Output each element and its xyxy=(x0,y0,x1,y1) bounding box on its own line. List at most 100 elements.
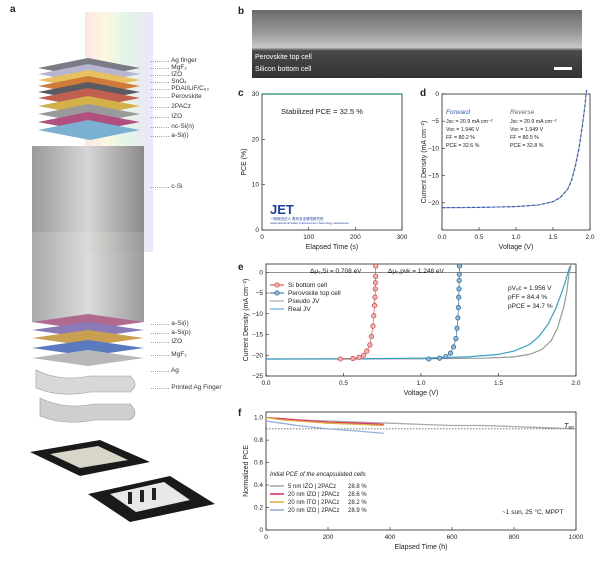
c-si-block xyxy=(32,146,144,232)
legend-label: Real JV xyxy=(288,306,311,313)
si-data-point xyxy=(370,323,376,329)
forward-jv-curve xyxy=(441,90,588,209)
panel-letter-d: d xyxy=(420,88,427,99)
x-tick-label: 0 xyxy=(260,234,264,241)
y-tick-label: 0 xyxy=(259,269,263,276)
pvk-data-point xyxy=(456,278,462,284)
y-tick-label: −15 xyxy=(428,173,439,180)
chart-stability: 0 200 400 600 800 1000 0 0.2 0.4 0.6 0.8 1.0 Elapsed… xyxy=(243,411,584,551)
pseudo-jv-curve xyxy=(266,263,572,360)
real-jv-curve xyxy=(265,265,571,360)
x-tick-label: 100 xyxy=(303,234,314,241)
si-data-point xyxy=(371,302,378,309)
forward-param: Voc = 1.946 V xyxy=(446,127,480,133)
si-data-point xyxy=(361,352,367,358)
y-axis-label: Current Density (mA cm⁻²) xyxy=(421,121,428,204)
y-axis-label: PCE (%) xyxy=(241,148,248,175)
x-tick-label: 0.0 xyxy=(261,380,270,387)
jet-logo-subtext2: Japan Electrical Safety & Environment Te… xyxy=(270,221,349,225)
chart-pseudo-jv: 0.0 0.5 1.0 1.5 2.0 0 −5 −10 −15 −20 −25 Voltage (V… xyxy=(243,263,581,397)
stack-label: ……… IZO xyxy=(150,338,183,345)
x-axis-label: Voltage (V) xyxy=(499,244,534,251)
stability-series xyxy=(265,416,384,426)
forward-param: PCE = 32.6 % xyxy=(446,143,480,149)
stack-label: ……… MgF₂ xyxy=(150,64,187,71)
y-tick-label: −20 xyxy=(428,200,439,207)
stack-label: ……… Ag finger xyxy=(150,57,197,64)
legend-label: Pseudo JV xyxy=(288,298,320,305)
y-tick-label: −10 xyxy=(252,311,263,318)
y-tick-label: −5 xyxy=(256,290,264,297)
legend-marker xyxy=(274,282,280,288)
y-tick-label: 30 xyxy=(252,91,260,98)
si-data-point xyxy=(372,280,378,286)
stability-series xyxy=(265,420,384,435)
jet-logo-text: JET xyxy=(270,202,294,217)
y-tick-label: 0.6 xyxy=(254,460,263,467)
si-data-point xyxy=(372,294,378,300)
si-data-point xyxy=(367,342,373,348)
stack-label: ……… PDAI/LiF/C₆₀ xyxy=(150,85,210,92)
legend-pce: 28.9 % xyxy=(348,508,367,514)
stack-label: ……… c-Si xyxy=(150,183,183,190)
stack-label: ……… nc-Si(n) xyxy=(150,123,195,130)
pvk-data-point xyxy=(426,356,432,362)
y-tick-label: 20 xyxy=(252,136,260,143)
scale-bar xyxy=(554,67,572,70)
reverse-param: PCE = 32.8 % xyxy=(510,143,544,149)
top-layers xyxy=(38,58,140,140)
annotation-dmu-pvk: Δμₑ,pvk = 1.248 eV xyxy=(388,268,445,275)
jet-logo-bg xyxy=(268,200,340,222)
pvk-data-point xyxy=(443,353,449,360)
pvk-data-point xyxy=(454,325,460,331)
y-tick-label: 10 xyxy=(252,182,260,189)
reverse-param: Voc = 1.949 V xyxy=(510,127,544,133)
si-data-point xyxy=(350,356,356,362)
pvk-data-point xyxy=(437,355,443,361)
si-data-point xyxy=(371,313,377,319)
stack-label: ……… a-Si(i) xyxy=(150,132,189,139)
x-tick-label: 2.0 xyxy=(571,380,580,387)
forward-param: Jsc = 20.9 mA cm⁻² xyxy=(446,119,493,125)
legend-pce: 28.2 % xyxy=(348,500,367,506)
y-axis-label: Normalized PCE xyxy=(243,445,250,497)
x-tick-label: 200 xyxy=(323,534,334,541)
stack-label: ……… SnOₓ xyxy=(150,78,187,85)
jet-logo-subtext: 一般財団法人 電気安全環境研究所 xyxy=(270,216,324,221)
annotation-ppce: pPCE = 34.7 % xyxy=(508,303,553,310)
x-axis-label: Voltage (V) xyxy=(404,390,439,397)
sem-image: Perovskite top cell Silicon bottom cell xyxy=(252,10,582,78)
y-tick-label: 0.2 xyxy=(254,505,263,512)
plot-frame xyxy=(265,411,577,531)
legend-label: 20 nm ITO | 2PACz xyxy=(288,500,339,506)
stack-label: ……… IZO xyxy=(150,113,183,120)
x-tick-label: 0 xyxy=(264,534,268,541)
legend-label: 20 nm IZO | 2PACz xyxy=(288,492,339,498)
x-tick-label: 300 xyxy=(397,234,408,241)
x-tick-label: 1.5 xyxy=(548,234,557,241)
chart-jv-forward-reverse: 0.0 0.5 1.0 1.5 2.0 0 −5 −10 −15 −20 Voltage (V) Cu… xyxy=(421,90,595,251)
x-tick-label: 800 xyxy=(509,534,520,541)
panel-letter-a: a xyxy=(10,4,16,15)
pvk-data-point xyxy=(456,263,462,269)
si-data-point xyxy=(373,273,379,279)
y-tick-label: −10 xyxy=(428,145,439,152)
device-stack-illustration xyxy=(30,12,215,522)
y-axis-label: Current Density (mA cm⁻²) xyxy=(243,279,250,362)
legend-label: 5 nm IZO | 2PACz xyxy=(288,484,336,490)
pvk-data-point xyxy=(455,315,461,321)
forward-param: FF = 80.2 % xyxy=(446,135,475,141)
legend-label: Perovskite top cell xyxy=(288,290,341,297)
x-axis-label: Elapsed Time (s) xyxy=(306,244,359,251)
si-data-point xyxy=(372,286,378,292)
chart-pce-stabilized: 0 100 200 300 0 10 20 30 Elapsed Time (s) PCE (%)… xyxy=(241,91,408,251)
y-tick-label: 0.4 xyxy=(254,482,263,489)
annotation-pvoc: pVₒᴄ = 1.956 V xyxy=(508,285,552,292)
stack-label: ……… a-Si(i) xyxy=(150,320,189,327)
x-tick-label: 2.0 xyxy=(585,234,594,241)
printed-ag-finger xyxy=(35,369,136,395)
stack-label: ……… IZO xyxy=(150,71,183,78)
pvk-data-point xyxy=(453,336,459,342)
sem-top-label: Perovskite top cell xyxy=(255,54,312,61)
x-tick-label: 0.5 xyxy=(474,234,483,241)
